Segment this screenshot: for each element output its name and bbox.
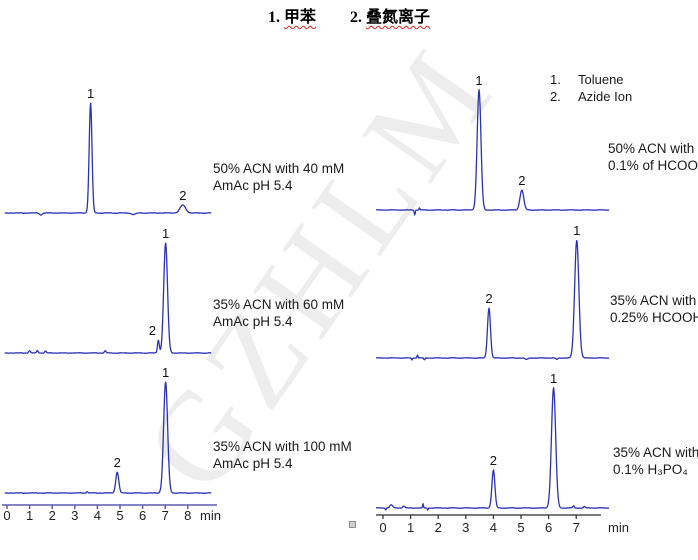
figure-title: 1. 甲苯 2. 叠氮离子: [0, 3, 698, 27]
title-item-2-text: 叠氮离子: [366, 9, 431, 26]
peak-number-label: 1: [475, 73, 482, 88]
chromatogram-left-top: 12: [4, 86, 212, 216]
peak-number-label: 2: [114, 455, 121, 470]
axis-tick-label: 8: [184, 508, 191, 523]
x-axis-left: 0 1 2 3 4 5 6 7 8 min: [2, 504, 221, 523]
axis-tick-label: 7: [573, 520, 580, 535]
axis-tick-label: 3: [71, 508, 78, 523]
axis-tick-label: 1: [407, 520, 414, 535]
chromatogram-trace: [4, 102, 212, 216]
legend-item-label: Toluene: [578, 72, 624, 87]
condition-line: 0.25% HCOOH: [610, 310, 698, 325]
axis-tick-label: 0: [379, 520, 386, 535]
title-item-2-number: 2.: [350, 9, 362, 26]
chromatogram-trace: [4, 381, 212, 494]
peak-number-label: 1: [573, 223, 580, 238]
peak-number-label: 2: [485, 291, 492, 306]
legend: 1. Toluene 2. Azide Ion: [550, 71, 632, 105]
axis-tick-label: 4: [490, 520, 497, 535]
condition-line: 35% ACN with: [610, 293, 697, 308]
condition-line: 0.1% H₃PO₄: [613, 462, 688, 477]
title-item-1-number: 1.: [267, 9, 280, 26]
legend-item-number: 1.: [550, 72, 561, 87]
condition-line: AmAc pH 5.4: [213, 314, 293, 329]
condition-label-right-middle: 35% ACN with 0.25% HCOOH: [610, 292, 698, 326]
chromatogram-trace: [375, 89, 610, 216]
legend-item-toluene: 1. Toluene: [550, 71, 632, 88]
x-axis-right: 0 1 2 3 4 5 6 7 min: [376, 514, 629, 535]
chromatogram-left-bottom: 21: [4, 365, 212, 494]
condition-label-left-middle: 35% ACN with 60 mM AmAc pH 5.4: [213, 296, 344, 330]
axis-tick-label: 2: [435, 520, 442, 535]
chromatogram-trace: [375, 387, 610, 511]
axis-tick-label: 1: [26, 508, 33, 523]
condition-line: 35% ACN with 60 mM: [213, 297, 345, 312]
legend-item-azide: 2. Azide Ion: [550, 88, 632, 105]
chromatogram-right-middle: 21: [375, 223, 610, 361]
condition-line: 35% ACN with: [613, 445, 698, 460]
axis-tick-label: 4: [94, 508, 101, 523]
axis-tick-label: 6: [139, 508, 146, 523]
condition-line: 0.1% of HCOOH: [608, 158, 698, 173]
legend-item-label: Azide Ion: [578, 89, 633, 104]
condition-label-left-top: 50% ACN with 40 mM AmAc pH 5.4: [213, 160, 344, 194]
peak-number-label: 1: [87, 86, 94, 101]
condition-label-right-top: 50% ACN with 0.1% of HCOOH: [608, 140, 698, 174]
axis-tick-label: 0: [3, 508, 10, 523]
axis-tick-label: 5: [517, 520, 524, 535]
condition-label-right-bottom: 35% ACN with 0.1% H₃PO₄: [613, 444, 698, 478]
axis-tick-label: 6: [545, 520, 552, 535]
square-marker: [349, 521, 356, 528]
peak-number-label: 2: [518, 173, 525, 188]
axis-unit-label: min: [200, 508, 221, 523]
axis-tick-label: 7: [162, 508, 169, 523]
legend-item-number: 2.: [550, 89, 561, 104]
chromatogram-left-middle: 21: [4, 226, 212, 354]
peak-number-label: 2: [149, 323, 156, 338]
condition-line: 50% ACN with: [608, 141, 695, 156]
axis-tick-label: 2: [49, 508, 56, 523]
peak-number-label: 2: [490, 453, 497, 468]
title-item-1-text: 甲苯: [283, 9, 316, 26]
condition-line: AmAc pH 5.4: [213, 178, 293, 193]
chromatogram-right-bottom: 21: [375, 371, 610, 511]
chromatogram-trace: [4, 242, 212, 354]
condition-label-left-bottom: 35% ACN with 100 mM AmAc pH 5.4: [213, 438, 352, 472]
axis-tick-label: 3: [462, 520, 469, 535]
chromatogram-trace: [375, 239, 610, 361]
axis-unit-label: min: [608, 520, 629, 535]
condition-line: AmAc pH 5.4: [213, 456, 293, 471]
axis-tick-label: 5: [116, 508, 123, 523]
chromatogram-right-top: 12: [375, 73, 610, 216]
condition-line: 35% ACN with 100 mM: [213, 439, 352, 454]
condition-line: 50% ACN with 40 mM: [213, 161, 345, 176]
peak-number-label: 1: [550, 371, 557, 386]
peak-number-label: 1: [162, 226, 169, 241]
peak-number-label: 1: [162, 365, 169, 380]
peak-number-label: 2: [179, 188, 186, 203]
